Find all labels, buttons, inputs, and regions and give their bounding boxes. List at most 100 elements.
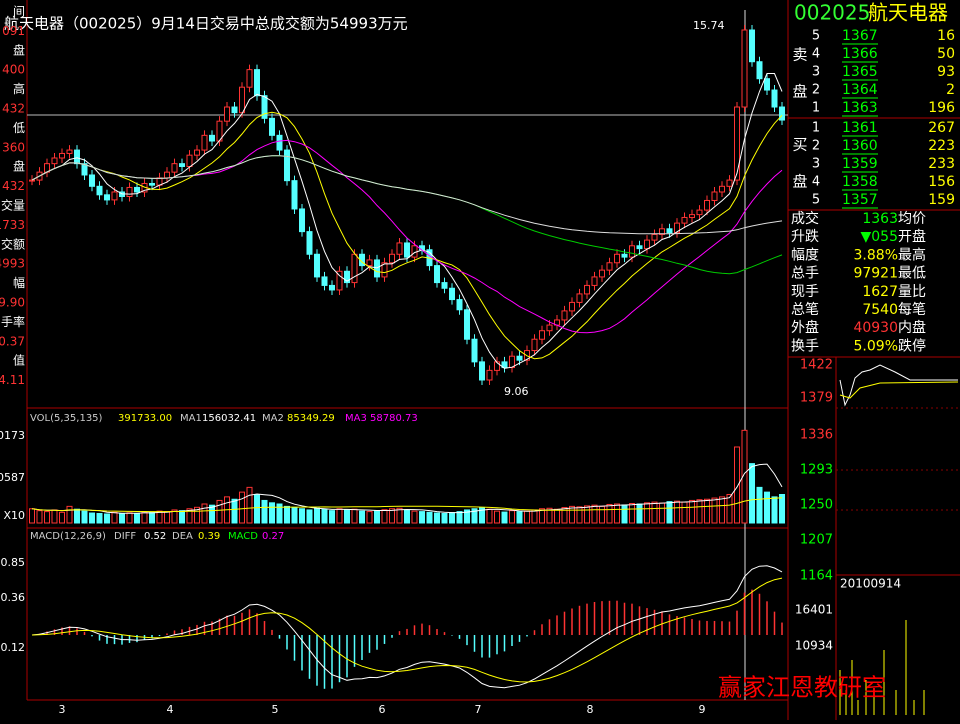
candle [734,106,740,181]
candle [74,149,80,165]
side-label: 卖 [792,46,807,64]
x-label: 4 [167,703,174,716]
volume-bar [44,511,50,524]
intraday-price-label: 1293 [800,463,833,478]
volume-bar [246,486,253,524]
candle [254,69,260,97]
low-label: 9.06 [504,385,529,398]
volume-bar [359,510,365,524]
stock-code: 002025 [794,1,870,25]
candle [389,253,395,264]
volume-bar [119,513,125,524]
volume-bar [569,505,575,524]
volume-bar [666,501,673,524]
volume-bar [441,513,448,524]
size: 2 [946,82,955,98]
volume-bar [689,499,695,524]
stat-tail: 最低 [898,266,926,282]
volume-bar [81,510,88,524]
candle [239,86,245,114]
intraday-price-label: 1379 [800,391,833,406]
candle [576,293,583,303]
volume-bar [509,510,515,524]
candle [749,29,755,63]
stat-label: 总手 [791,266,819,282]
volume-bar [704,498,710,524]
volume-bar [486,508,493,524]
intraday-price-label: 1422 [800,358,833,373]
volume-bar [696,499,703,524]
volume-bar [314,507,320,524]
candle [321,276,328,286]
candle [756,61,763,80]
volume-bar [449,512,455,524]
candle [726,179,733,187]
candle [659,228,665,235]
volume-axis-label: 0587 [0,471,25,484]
candle [606,262,613,271]
left-label: 360 [2,140,25,154]
volume-bar [644,502,650,524]
volume-bar [254,494,260,524]
stat-value: 97921 [853,266,898,282]
left-label: 值 [13,353,25,368]
candle [689,214,695,218]
size: 196 [928,100,955,116]
candle [471,338,478,363]
volume-bar [741,429,748,524]
volume-bar [261,499,268,524]
candle [104,194,110,201]
volume-ma [31,463,783,514]
volume-bar [329,510,335,524]
level: 5 [812,193,820,208]
volume-bar [636,503,643,524]
stat-tail: 均价 [898,211,926,227]
stat-value: 40930 [853,320,898,336]
frame [26,0,960,720]
candle [614,253,620,264]
volume-bar [51,509,58,524]
stat-value: 1627 [862,284,898,300]
volume-bar [171,509,178,524]
candle [501,361,508,369]
candle [179,163,185,167]
volume-bar [584,505,590,524]
volume-bar [434,512,440,524]
volume-bar [59,511,65,524]
volume-bar [501,511,508,524]
candle [81,163,88,176]
x-label: 7 [475,703,482,716]
size: 223 [928,138,955,154]
candle [404,242,410,258]
left-label: 手率 [1,314,25,329]
volume-axis-label: X10 [3,509,25,522]
candle [284,149,290,182]
stat-value: 7540 [862,302,898,318]
volume-bar [591,504,598,524]
size: 156 [928,174,955,190]
candle [134,186,140,193]
volume-bar [726,494,733,524]
volume-bar [96,513,103,524]
volume-bar [734,446,740,524]
candle [126,186,133,198]
volume-bar [764,491,770,524]
stat-label: 现手 [791,284,819,300]
level: 2 [812,139,820,154]
candle [186,154,193,167]
candle [516,355,523,361]
macd-diff [31,565,783,689]
price: 1363 [842,100,878,116]
volume-bar [651,501,658,524]
candle [201,134,208,151]
volume-bar [659,502,665,524]
candle [396,242,403,255]
left-label: 432 [2,179,25,193]
stat-value: ▼055 [861,229,899,245]
volume-field: 85349.29 [287,413,335,424]
stat-value: 3.88% [854,247,898,263]
high-label: 15.74 [693,19,725,32]
left-label: 1733 [0,218,25,232]
macd-field: 0.27 [262,531,284,542]
